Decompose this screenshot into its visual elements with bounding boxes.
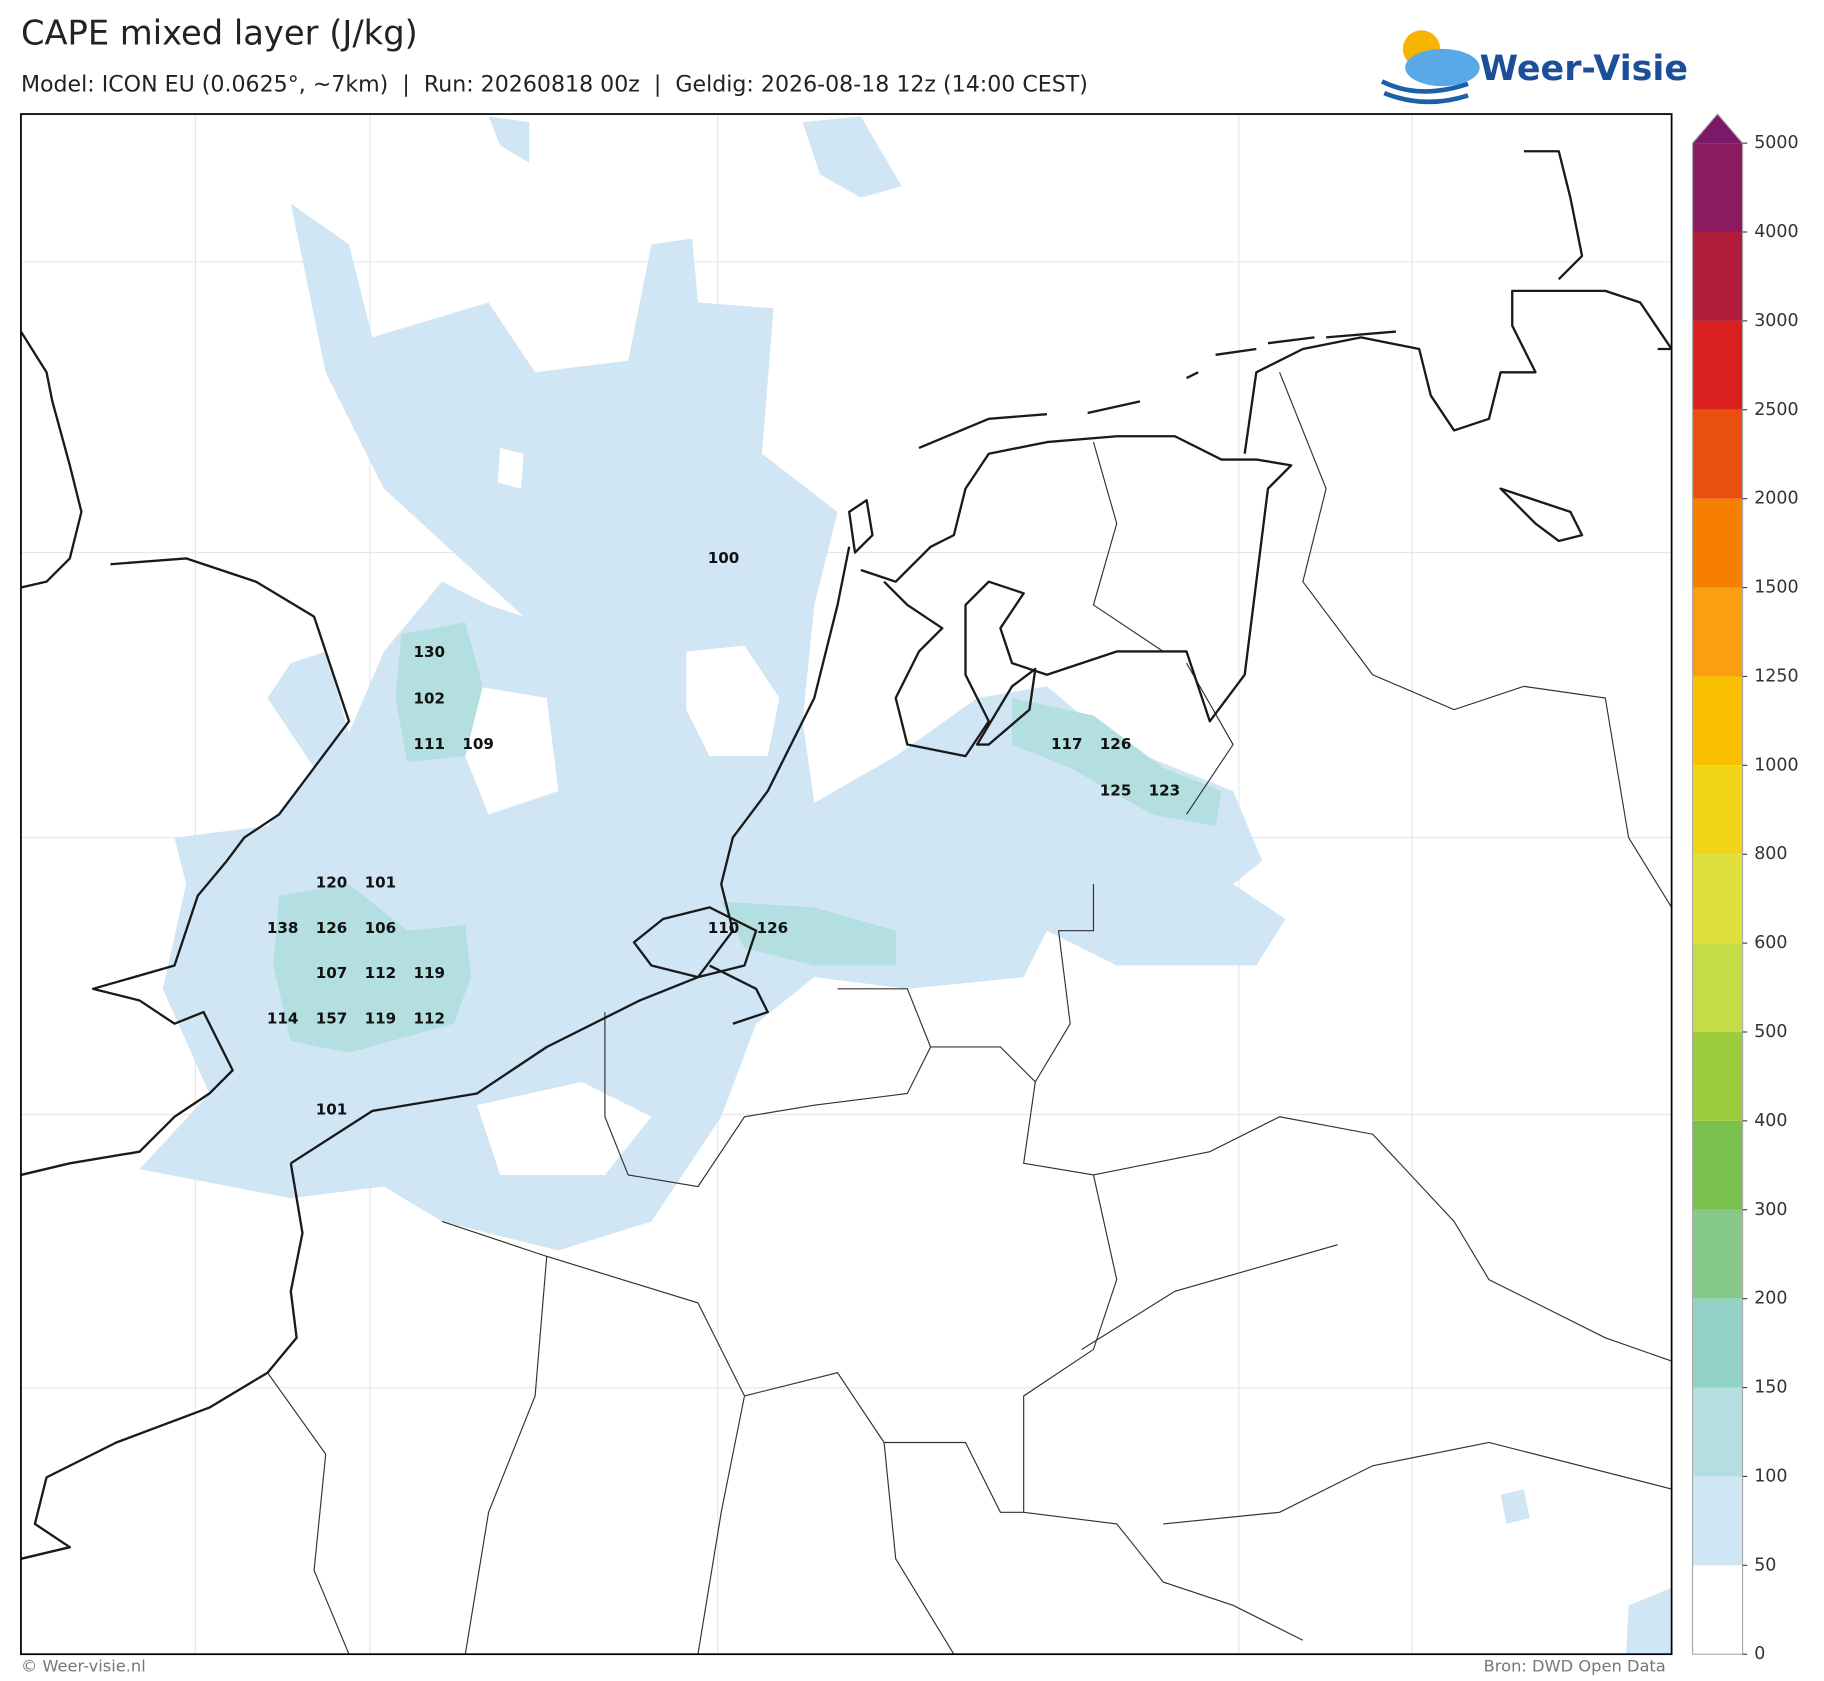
coastline xyxy=(918,330,1584,543)
colorbar-bin xyxy=(1692,1031,1743,1121)
value-label: 114 xyxy=(267,1010,299,1028)
cape-hole xyxy=(465,447,780,1175)
cape-area xyxy=(1500,1489,1672,1655)
map-labels: 100 130 102 111 109 117 126 125 123 120 101 138 126 1… xyxy=(267,549,1180,1118)
colorbar-bin xyxy=(1692,1387,1743,1477)
value-label: 109 xyxy=(462,735,494,753)
colorbar-tick-label: 300 xyxy=(1754,1200,1787,1220)
colorbar-extend xyxy=(1692,114,1743,144)
value-label: 112 xyxy=(413,1010,445,1028)
value-label: 110 xyxy=(708,919,740,937)
value-label: 120 xyxy=(316,873,348,891)
colorbar-tick-label: 50 xyxy=(1754,1555,1776,1575)
colorbar-tick-label: 3000 xyxy=(1754,311,1798,331)
value-label: 119 xyxy=(365,1010,397,1028)
value-label: 101 xyxy=(365,873,397,891)
colorbar: 0 50 100 150 200 300 400 500 600 800 1000 1250 1500 2… xyxy=(1691,113,1799,1664)
coastlines xyxy=(20,150,1672,1560)
value-label: 102 xyxy=(413,690,445,708)
colorbar-tick-label: 600 xyxy=(1754,933,1787,953)
colorbar-bin xyxy=(1692,943,1743,1032)
source: Bron: DWD Open Data xyxy=(1484,1657,1666,1676)
colorbar-tick-label: 1000 xyxy=(1754,755,1798,775)
colorbar-bin xyxy=(1692,854,1743,944)
colorbar-tick-label: 4000 xyxy=(1754,222,1798,242)
value-label: 126 xyxy=(316,919,348,937)
logo-cloud xyxy=(1405,48,1480,87)
colorbar-tick-label: 400 xyxy=(1754,1111,1787,1131)
coastline xyxy=(848,150,1672,758)
cape-field xyxy=(139,116,1672,1655)
colorbar-bin xyxy=(1692,1298,1743,1388)
value-label: 107 xyxy=(316,964,348,982)
value-label: 106 xyxy=(365,919,397,937)
cape-area xyxy=(273,622,1222,1053)
value-label: 117 xyxy=(1051,735,1083,753)
colorbar-outline xyxy=(1691,113,1744,1655)
logo-text: Weer-Visie xyxy=(1480,49,1688,89)
map-frame xyxy=(20,113,1673,1656)
value-label: 101 xyxy=(316,1100,348,1118)
value-label: 157 xyxy=(316,1010,348,1028)
colorbar-bin xyxy=(1692,498,1743,588)
border xyxy=(267,372,1672,1655)
colorbar-bin xyxy=(1692,587,1743,677)
copyright: © Weer-visie.nl xyxy=(21,1657,146,1676)
colorbar-tick-label: 1250 xyxy=(1754,666,1798,686)
coastline xyxy=(20,546,851,1560)
logo-waves xyxy=(1380,79,1469,105)
cape-area xyxy=(488,116,530,163)
value-label: 112 xyxy=(365,964,397,982)
coastline xyxy=(20,330,351,1177)
colorbar-tick-label: 200 xyxy=(1754,1289,1787,1309)
subtitle: Model: ICON EU (0.0625°, ~7km) | Run: 20… xyxy=(21,71,1088,97)
colorbar-bin xyxy=(1692,409,1743,499)
value-label: 126 xyxy=(757,919,789,937)
colorbar-bin xyxy=(1692,232,1743,321)
cape-area xyxy=(802,116,902,198)
title: CAPE mixed layer (J/kg) xyxy=(21,13,418,52)
colorbar-bin xyxy=(1692,1565,1743,1655)
logo: Weer-Visie xyxy=(1380,30,1688,105)
colorbar-tick-label: 500 xyxy=(1754,1022,1787,1042)
value-label: 100 xyxy=(708,549,740,567)
colorbar-tick-label: 2000 xyxy=(1754,489,1798,509)
colorbar-bin xyxy=(1692,320,1743,410)
value-label: 130 xyxy=(413,643,445,661)
colorbar-bin xyxy=(1692,1209,1743,1299)
colorbar-tick-label: 2500 xyxy=(1754,400,1798,420)
value-label: 126 xyxy=(1100,735,1132,753)
colorbar-bin xyxy=(1692,1120,1743,1210)
colorbar-tick-label: 100 xyxy=(1754,1466,1787,1486)
colorbar-tick-label: 150 xyxy=(1754,1378,1787,1398)
colorbar-tick-label: 0 xyxy=(1754,1644,1765,1664)
map: 100 130 102 111 109 117 126 125 123 120 101 138 126 1… xyxy=(20,114,1672,1655)
colorbar-bin xyxy=(1692,143,1743,233)
colorbar-bin xyxy=(1692,676,1743,766)
value-label: 119 xyxy=(413,964,445,982)
value-label: 125 xyxy=(1100,782,1132,800)
value-label: 123 xyxy=(1149,782,1181,800)
colorbar-tick-label: 5000 xyxy=(1754,133,1798,153)
colorbar-tick-label: 1500 xyxy=(1754,578,1798,598)
borders xyxy=(267,372,1672,1655)
colorbar-tick-label: 800 xyxy=(1754,844,1787,864)
colorbar-bin xyxy=(1692,765,1743,855)
colorbar-bin xyxy=(1692,1476,1743,1566)
value-label: 138 xyxy=(267,919,299,937)
value-label: 111 xyxy=(413,735,445,753)
